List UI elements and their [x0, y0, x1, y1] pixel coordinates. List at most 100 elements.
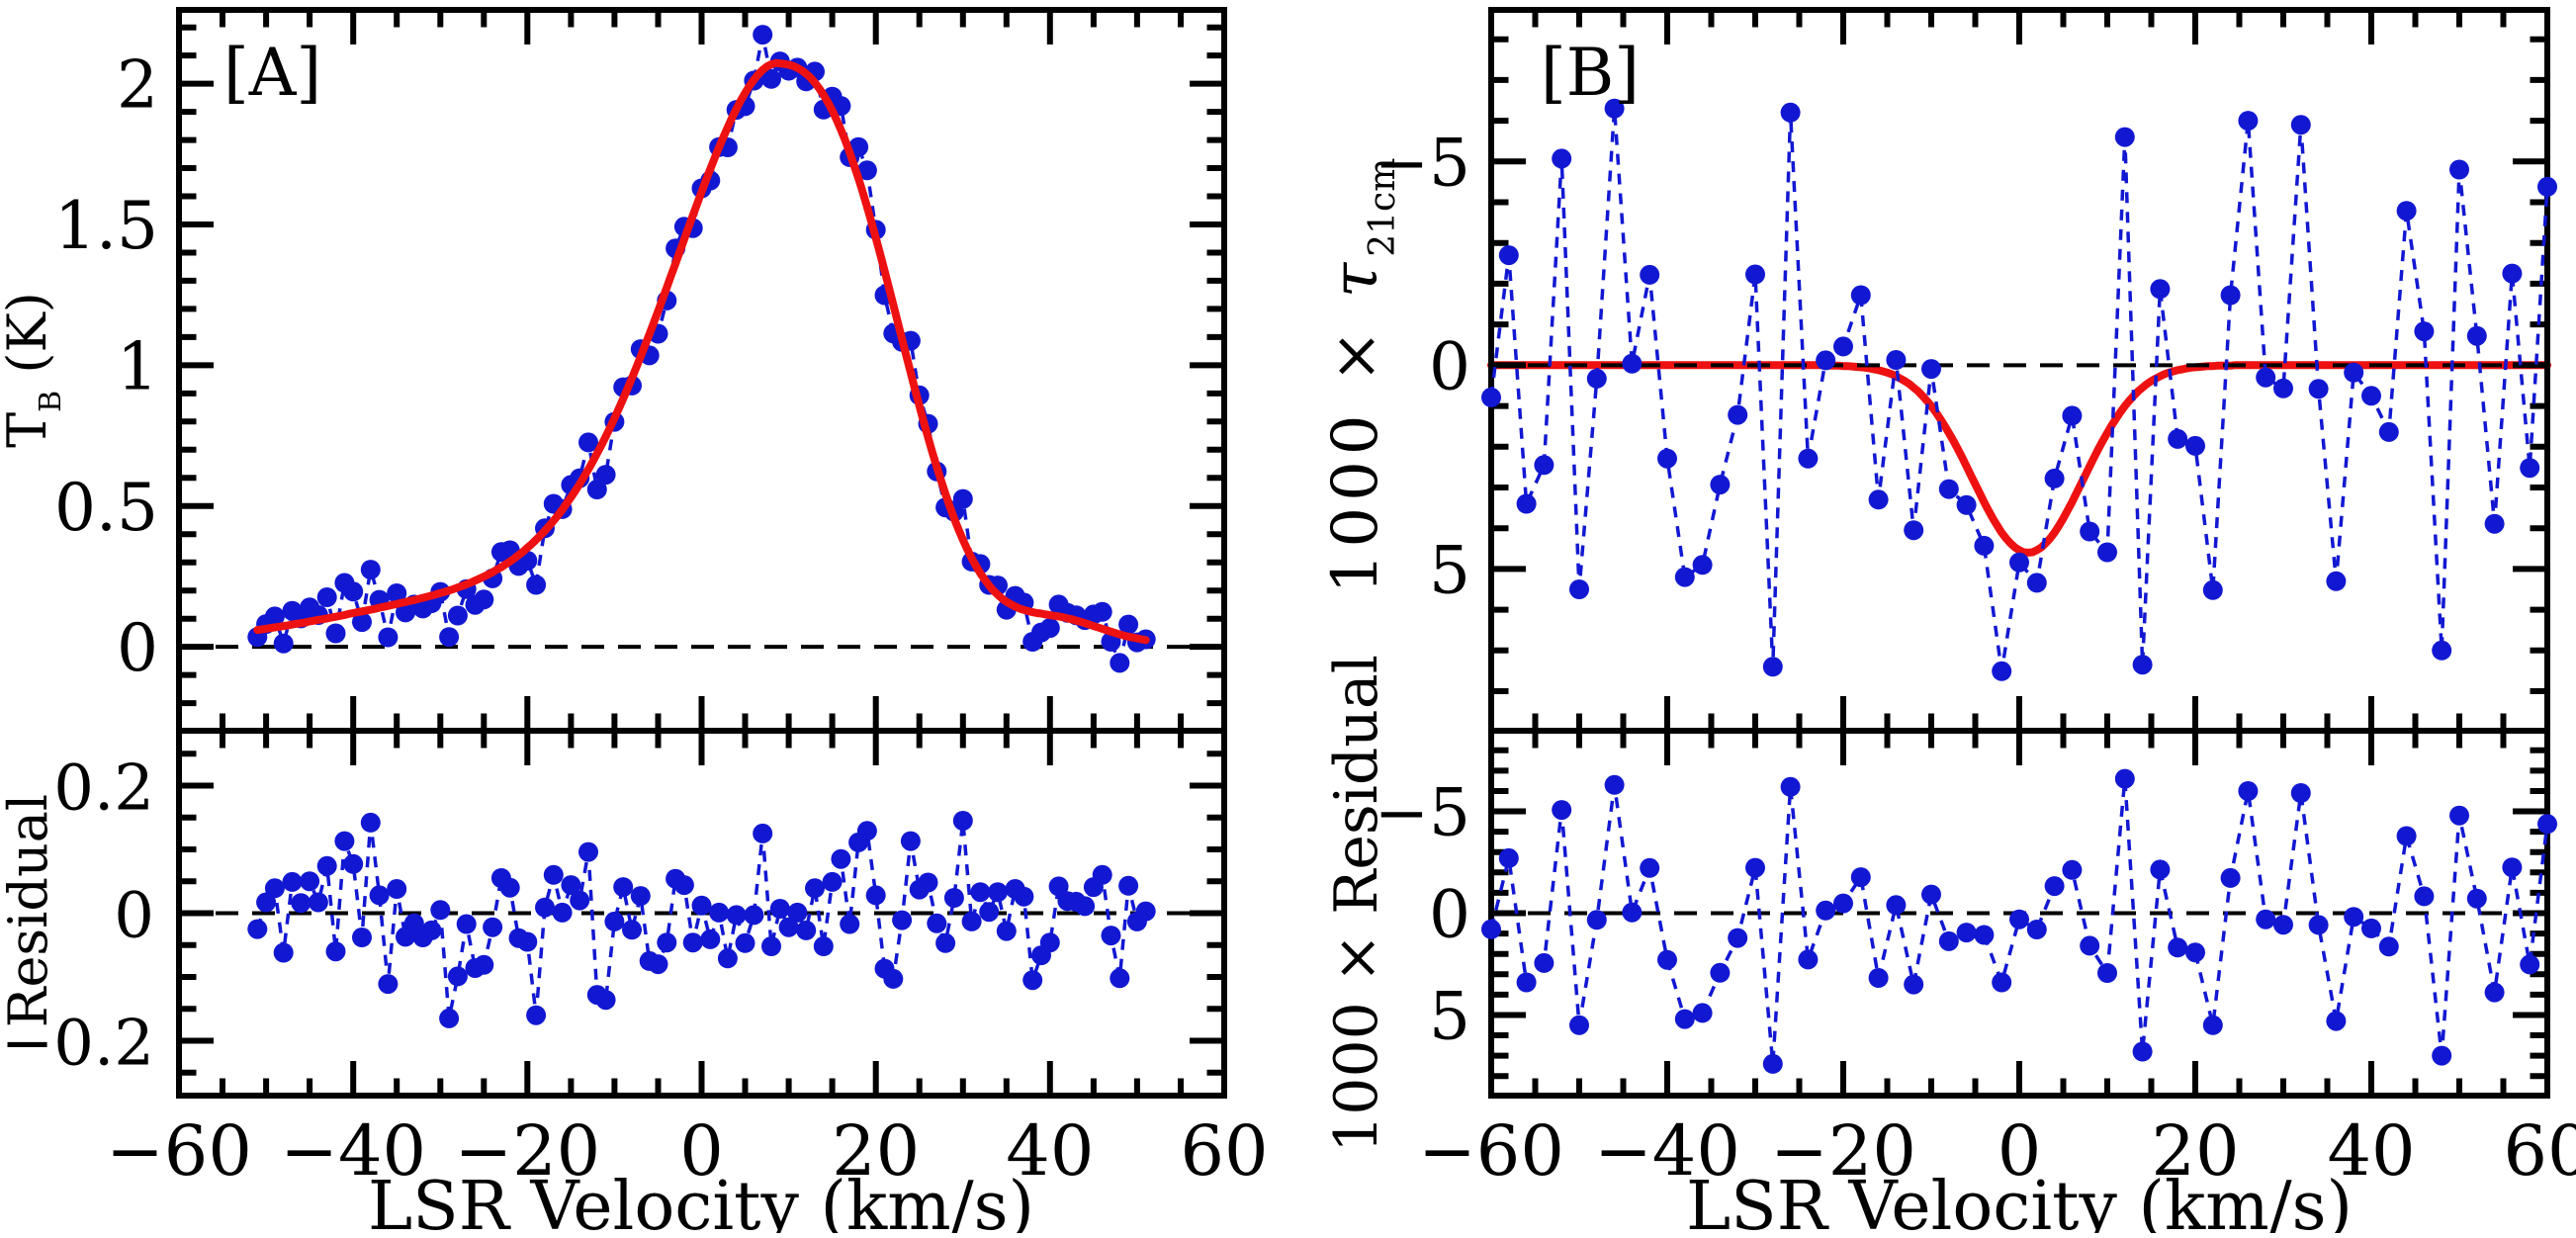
data-point	[535, 897, 555, 918]
data-point	[1534, 455, 1554, 476]
data-point	[2044, 468, 2065, 488]
data-point	[769, 899, 790, 919]
data-point	[1569, 579, 1589, 599]
data-point	[2378, 936, 2399, 957]
ticks-a-residual	[176, 731, 1227, 1096]
data-point	[2256, 367, 2276, 388]
fit-curve-a-emission	[253, 58, 1150, 645]
data-point	[883, 968, 904, 989]
data-point	[1101, 926, 1121, 946]
data-point	[1552, 800, 1572, 821]
data-point	[2502, 263, 2523, 284]
data-point	[935, 932, 956, 953]
data-point	[2308, 379, 2329, 399]
data-point	[369, 885, 390, 906]
data-point	[1992, 972, 2012, 993]
data-point	[1092, 864, 1112, 885]
data-point	[2114, 127, 2135, 147]
data-point	[1710, 962, 1731, 983]
data-point	[2150, 279, 2171, 300]
data-point	[1956, 923, 1977, 943]
x-tick-label: −20	[454, 1110, 600, 1192]
x-tick-label: 60	[1180, 1110, 1268, 1192]
data-point	[840, 914, 860, 934]
y-tick-label: 0.5	[54, 470, 158, 546]
data-point	[1798, 949, 1819, 970]
data-point	[273, 942, 294, 963]
y-axis-title-b-opacity: 1000 × τ21cm	[1319, 158, 1403, 594]
y-tick-label: 1.5	[54, 188, 158, 264]
data-point	[1816, 350, 1836, 371]
panel-b-opacity: −5 0 5 1000 × τ21cm	[1319, 7, 2557, 734]
data-point	[291, 893, 311, 914]
data-point	[1674, 1009, 1695, 1029]
data-point	[979, 902, 1000, 923]
data-point	[1833, 893, 1853, 914]
data-point	[2009, 909, 2029, 929]
x-tick-label: 0	[1998, 1110, 2042, 1192]
data-point	[2396, 201, 2417, 221]
data-point	[2097, 963, 2117, 983]
y-tick-label: −5	[1375, 125, 1470, 201]
data-point	[2009, 552, 2029, 573]
data-point	[1481, 387, 1501, 407]
y-tick-label: −5	[1375, 775, 1470, 851]
data-point	[1992, 661, 2012, 681]
y-tick-label: 0.2	[53, 752, 154, 825]
data-point	[2062, 859, 2083, 880]
data-point	[1481, 919, 1501, 939]
data-point	[264, 878, 285, 899]
data-point	[1868, 968, 1889, 988]
data-point	[1498, 245, 1519, 266]
data-point	[1622, 353, 1643, 374]
data-point	[691, 895, 712, 916]
data-point	[2344, 362, 2364, 383]
data-point	[1780, 102, 1801, 123]
data-point	[682, 932, 703, 953]
data-point	[2273, 378, 2293, 398]
data-point	[805, 878, 825, 899]
data-point	[622, 920, 642, 940]
data-point	[1674, 567, 1695, 587]
panel-b-residual: −5 0 5 −60 −40 −20 0 20 40 60 1000 × Residual	[1322, 655, 2576, 1192]
data-point	[2273, 915, 2293, 935]
y-tick-label: 0	[114, 880, 154, 953]
y-tick-labels-a-emission: 0 0.5 1 1.5 2	[54, 47, 158, 687]
data-point	[1039, 618, 1060, 639]
data-point	[2290, 783, 2311, 803]
data-point	[943, 888, 964, 908]
data-point	[447, 605, 468, 626]
data-point	[1816, 900, 1836, 921]
data-point	[300, 871, 320, 892]
data-point	[1498, 847, 1519, 868]
data-point	[1798, 448, 1819, 469]
data-point	[1833, 336, 1853, 357]
data-point	[1938, 479, 1959, 499]
data-point	[2220, 285, 2241, 306]
data-point	[1974, 535, 1995, 556]
data-point	[822, 871, 843, 892]
data-point	[2185, 942, 2205, 963]
data-point	[2484, 982, 2505, 1003]
data-point	[787, 902, 808, 923]
data-point	[1850, 285, 1871, 306]
y-tick-label: −0.2	[1, 1008, 154, 1081]
data-point	[717, 948, 738, 969]
panel-b-label: [B]	[1541, 35, 1640, 111]
x-tick-labels-a-residual: −60 −40 −20 0 20 40 60	[106, 1110, 1268, 1192]
data-point	[1728, 404, 1748, 425]
data-point	[2326, 1011, 2347, 1031]
data-points-b-residual	[1481, 768, 2557, 1074]
data-points-a-residual	[247, 811, 1156, 1028]
data-point	[273, 633, 294, 654]
data-point	[709, 902, 730, 923]
data-point	[352, 612, 372, 633]
data-point	[961, 911, 982, 931]
data-point	[996, 921, 1017, 941]
data-point	[360, 560, 381, 580]
data-point	[2344, 907, 2364, 928]
data-point	[1710, 475, 1731, 495]
y-tick-label: 0	[117, 610, 158, 686]
